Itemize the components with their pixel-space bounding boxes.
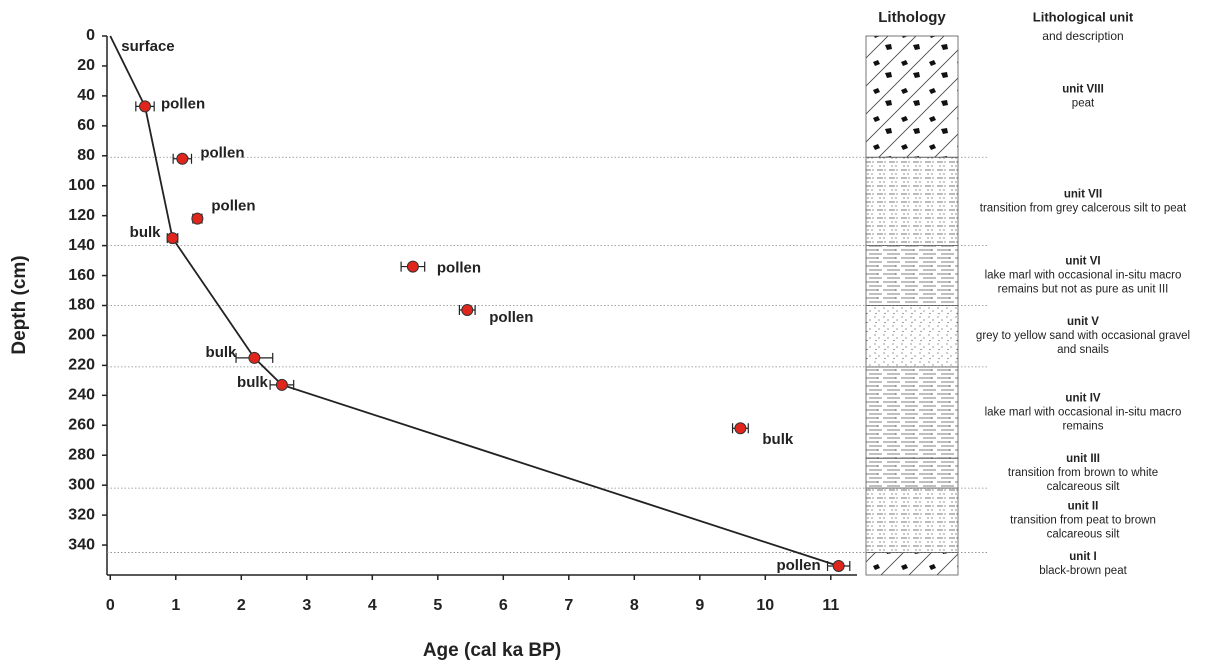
unit-name: unit I: [1069, 551, 1096, 563]
point-label: bulk: [762, 431, 793, 448]
lithology-unit: [865, 366, 959, 459]
point-label: bulk: [130, 224, 161, 241]
point-label: pollen: [776, 557, 820, 574]
y-tick-label: 220: [68, 357, 95, 374]
lithology-unit: [865, 156, 959, 247]
unit-name: unit IV: [1065, 393, 1100, 405]
unit-description: remains but not as pure as unit III: [998, 284, 1169, 296]
y-tick-label: 60: [77, 117, 95, 134]
unit-description: grey to yellow sand with occasional grav…: [976, 330, 1190, 342]
y-tick-label: 40: [77, 87, 95, 104]
unit-name: unit VII: [1064, 188, 1102, 200]
point-label: bulk: [206, 344, 237, 361]
x-tick-label: 3: [302, 597, 311, 614]
x-tick-label: 8: [630, 597, 639, 614]
unit-description: calcareous silt: [1047, 481, 1121, 493]
point-label: pollen: [200, 145, 244, 162]
unit-name: unit V: [1067, 316, 1099, 328]
y-tick-label: 120: [68, 207, 95, 224]
x-tick-label: 4: [368, 597, 377, 614]
point-label: pollen: [161, 95, 205, 112]
lithology-unit: [865, 35, 959, 158]
unit-name: unit VIII: [1062, 84, 1104, 96]
data-point: [176, 152, 189, 165]
unit-description: remains: [1063, 421, 1104, 433]
unit-description: peat: [1072, 98, 1095, 110]
x-tick-label: 6: [499, 597, 508, 614]
y-tick-label: 260: [68, 416, 95, 433]
y-tick-label: 320: [68, 506, 95, 523]
x-tick-label: 0: [106, 597, 115, 614]
y-axis-title: Depth (cm): [9, 255, 30, 354]
lithology-unit: [865, 457, 959, 489]
x-axis-title: Age (cal ka BP): [423, 640, 561, 661]
x-tick-label: 2: [237, 597, 246, 614]
y-tick-label: 200: [68, 327, 95, 344]
unit-description: lake marl with occasional in-situ macro: [985, 270, 1182, 282]
unit-description: black-brown peat: [1039, 565, 1127, 577]
y-tick-label: 140: [68, 237, 95, 254]
unit-header: Lithological unit: [1033, 9, 1134, 24]
point-label: pollen: [437, 260, 481, 277]
lithology-unit: [865, 487, 959, 553]
x-tick-label: 9: [695, 597, 704, 614]
x-tick-label: 10: [756, 597, 774, 614]
y-tick-label: 300: [68, 476, 95, 493]
x-tick-label: 5: [433, 597, 442, 614]
y-tick-label: 340: [68, 536, 95, 553]
point-label: pollen: [489, 309, 533, 326]
y-tick-label: 80: [77, 147, 95, 164]
unit-name: unit III: [1066, 453, 1100, 465]
surface-label: surface: [121, 38, 174, 55]
data-point: [832, 560, 845, 573]
data-point: [461, 303, 474, 316]
y-tick-label: 180: [68, 297, 95, 314]
x-tick-label: 1: [171, 597, 180, 614]
y-tick-label: 20: [77, 57, 95, 74]
y-tick-label: 240: [68, 387, 95, 404]
data-point: [138, 100, 151, 113]
data-point: [275, 378, 288, 391]
y-tick-label: 280: [68, 446, 95, 463]
point-label: pollen: [211, 198, 255, 215]
y-tick-label: 100: [68, 177, 95, 194]
lithology-unit: [865, 305, 959, 368]
point-label: bulk: [237, 374, 268, 391]
lithology-unit: [865, 245, 959, 306]
age-depth-model: [109, 35, 839, 567]
lithology-title: Lithology: [878, 9, 946, 26]
unit-name: unit VI: [1065, 256, 1100, 268]
y-tick-label: 0: [86, 27, 95, 44]
x-tick-label: 7: [564, 597, 573, 614]
data-point: [406, 260, 419, 273]
unit-description: lake marl with occasional in-situ macro: [985, 407, 1182, 419]
unit-header: and description: [1042, 29, 1123, 43]
x-tick-label: 11: [822, 597, 839, 614]
unit-description: calcareous silt: [1047, 528, 1121, 540]
y-tick-label: 160: [68, 267, 95, 284]
unit-description: and snails: [1057, 344, 1109, 356]
data-point: [248, 351, 261, 364]
unit-name: unit II: [1068, 500, 1099, 512]
data-point: [734, 422, 747, 435]
unit-description: transition from brown to white: [1008, 467, 1158, 479]
data-point: [166, 232, 179, 245]
unit-description: transition from grey calcerous silt to p…: [980, 202, 1187, 214]
unit-description: transition from peat to brown: [1010, 514, 1156, 526]
data-point: [191, 212, 204, 225]
lithology-unit: [865, 552, 959, 576]
